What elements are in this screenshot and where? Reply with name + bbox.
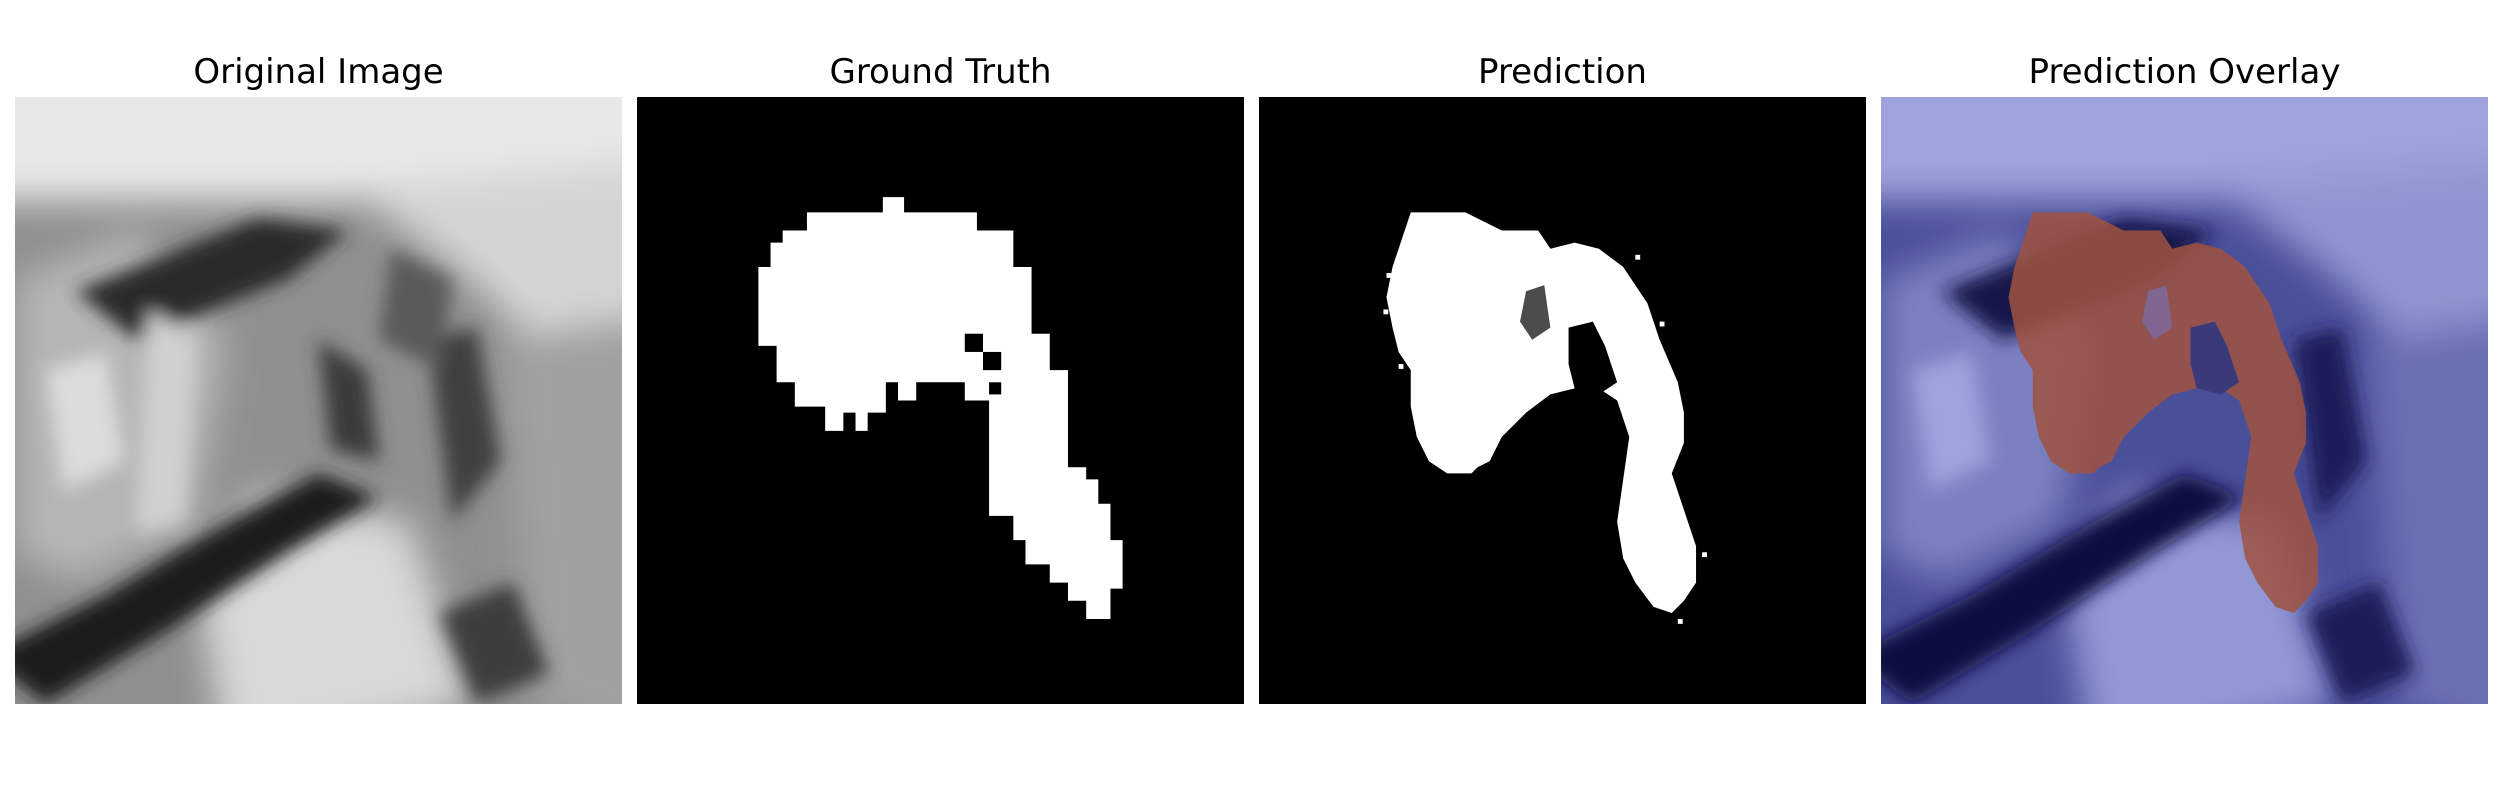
ground-truth-mask — [637, 97, 1244, 704]
panel-title-prediction: Prediction — [1478, 52, 1647, 92]
prediction-overlay-image — [1881, 97, 2488, 704]
panel-title-overlay: Prediction Overlay — [2028, 52, 2341, 92]
original-image — [15, 97, 622, 704]
panel-title-ground-truth: Ground Truth — [829, 52, 1052, 92]
prediction-mask — [1259, 97, 1866, 704]
panel-title-original: Original Image — [193, 52, 444, 92]
